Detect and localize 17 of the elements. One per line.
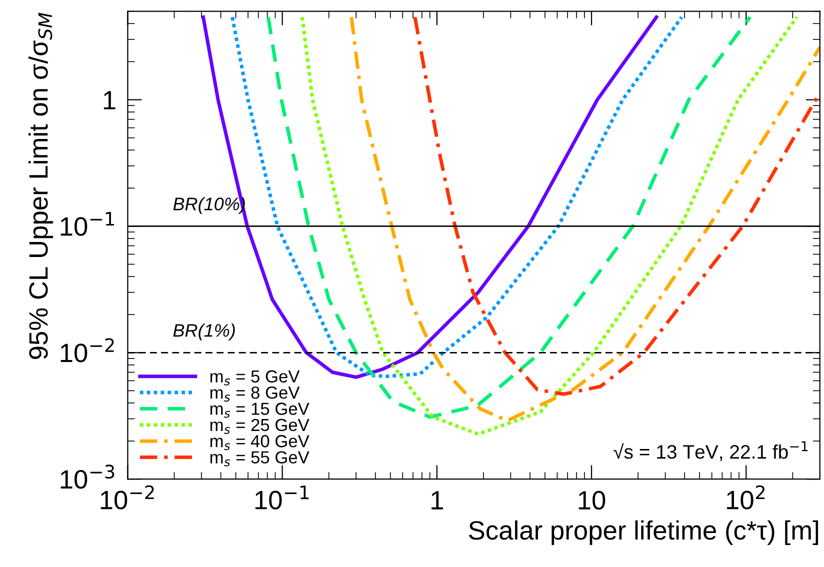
legend-label: m$_{s}$ = 8 GeV <box>210 386 300 402</box>
annotation: √s = 13 TeV, 22.1 fb$^{−1}$ <box>614 441 808 462</box>
legend-label: m$_{s}$ = 25 GeV <box>210 418 310 434</box>
ref-line-label: BR(1%) <box>173 324 235 340</box>
x-tick-label: 10 <box>578 490 606 510</box>
legend-label: m$_{s}$ = 15 GeV <box>210 402 310 418</box>
legend-label: m$_{s}$ = 40 GeV <box>210 435 310 450</box>
y-axis-title: 95% CL Upper Limit on σ/σ$_{SM}$ <box>28 12 54 359</box>
y-tick-label: 10$^{−1}$ <box>60 212 114 236</box>
x-tick-label: 1 <box>432 491 443 510</box>
x-axis-title: Scalar proper lifetime (c*τ) [m] <box>469 520 818 545</box>
x-tick-label: 10$^{2}$ <box>727 485 765 510</box>
x-tick-label: 10$^{−1}$ <box>255 486 309 510</box>
legend-label: m$_{s}$ = 5 GeV <box>210 370 300 386</box>
y-tick-label: 1 <box>104 91 116 110</box>
legend-label: m$_{s}$ = 55 GeV <box>210 451 310 466</box>
y-tick-label: 10$^{−2}$ <box>60 338 114 362</box>
